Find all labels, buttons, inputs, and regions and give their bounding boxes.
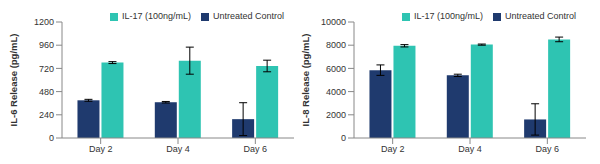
svg-text:Day 6: Day 6 xyxy=(244,144,268,154)
svg-text:4000: 4000 xyxy=(326,87,346,97)
svg-text:Day 2: Day 2 xyxy=(381,144,405,154)
svg-text:IL-6 Release (pg/mL): IL-6 Release (pg/mL) xyxy=(8,34,19,127)
svg-text:6000: 6000 xyxy=(326,64,346,74)
html-text:Untreated Control: Untreated Control xyxy=(505,11,576,21)
svg-text:0: 0 xyxy=(341,133,346,143)
html-text:IL-17 (100ng/mL): IL-17 (100ng/mL) xyxy=(121,11,191,21)
svg-text:Day 2: Day 2 xyxy=(89,144,113,154)
html-text:Untreated Control: Untreated Control xyxy=(213,11,284,21)
svg-text:Day 6: Day 6 xyxy=(536,144,560,154)
svg-text:10000: 10000 xyxy=(321,17,346,27)
svg-text:480: 480 xyxy=(39,87,54,97)
svg-text:960: 960 xyxy=(39,40,54,50)
svg-text:1200: 1200 xyxy=(34,17,54,27)
svg-text:2000: 2000 xyxy=(326,110,346,120)
svg-text:720: 720 xyxy=(39,64,54,74)
svg-text:Day 4: Day 4 xyxy=(458,144,482,154)
svg-text:240: 240 xyxy=(39,110,54,120)
svg-text:8000: 8000 xyxy=(326,40,346,50)
svg-text:IL-8 Release (pg/mL): IL-8 Release (pg/mL) xyxy=(300,34,311,127)
html-text:IL-17 (100ng/mL): IL-17 (100ng/mL) xyxy=(413,11,483,21)
svg-text:Day 4: Day 4 xyxy=(166,144,190,154)
svg-text:0: 0 xyxy=(49,133,54,143)
